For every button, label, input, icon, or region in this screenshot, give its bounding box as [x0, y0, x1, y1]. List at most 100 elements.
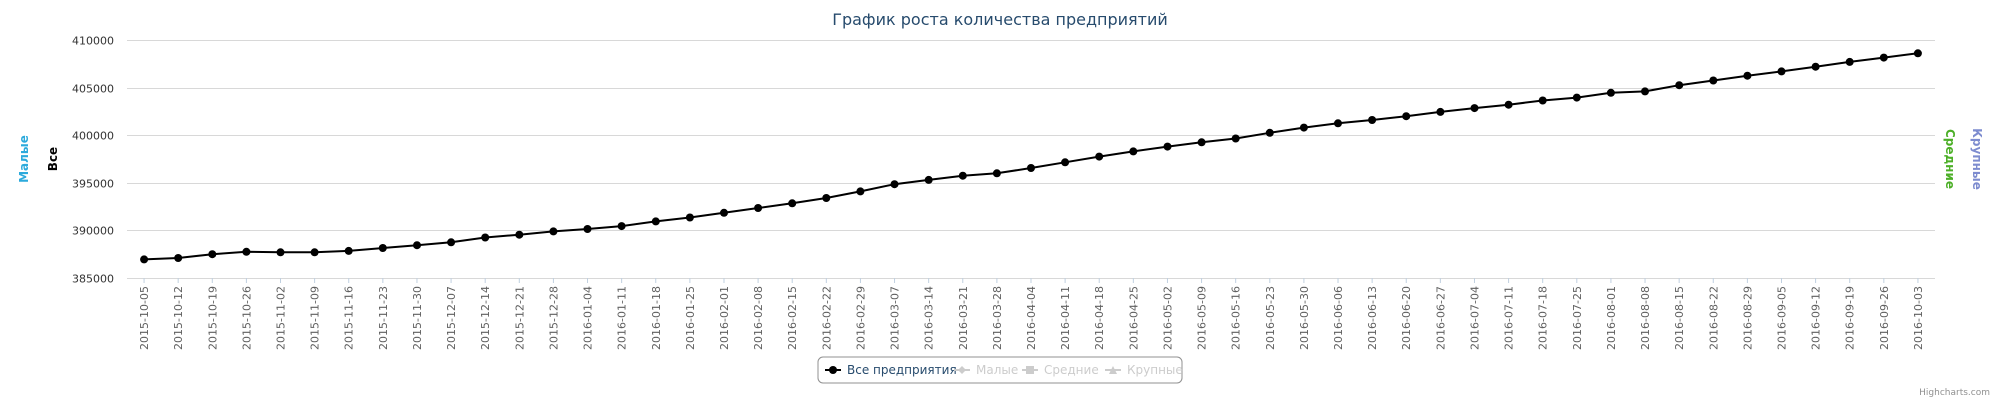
x-tick-label: 2016-01-25 [684, 286, 697, 350]
data-point [140, 255, 149, 264]
data-point [1572, 93, 1581, 102]
data-point [1675, 81, 1684, 90]
legend: Все предприятия Малые Средние Крупные [817, 356, 1183, 384]
x-tick-label: 2015-12-07 [445, 286, 458, 350]
data-point [1641, 87, 1649, 96]
data-point [1095, 152, 1104, 161]
data-point [1709, 76, 1718, 85]
data-point [413, 241, 421, 250]
x-tick-label: 2016-07-04 [1468, 286, 1481, 350]
x-tick-label: 2016-02-29 [854, 286, 867, 350]
x-tick-label: 2016-02-15 [786, 286, 799, 350]
y-axis-ticks: 385000 390000 395000 400000 405000 410000 [72, 35, 114, 286]
legend-item-malye[interactable]: Малые [954, 363, 1018, 377]
data-point [1265, 128, 1274, 137]
x-tick-label: 2016-03-21 [957, 286, 970, 350]
data-point [1061, 158, 1070, 167]
legend-item-vse-predpriyatiya[interactable]: Все предприятия [825, 363, 957, 377]
x-tick-label: 2016-09-26 [1878, 286, 1891, 350]
x-tick-label: 2016-06-20 [1400, 286, 1413, 350]
x-tick-label: 2016-05-16 [1230, 286, 1243, 350]
x-tick-label: 2016-07-25 [1571, 286, 1584, 350]
data-point [344, 246, 353, 255]
x-tick-label: 2015-10-19 [206, 286, 219, 350]
x-tick-label: 2016-03-14 [923, 286, 936, 350]
data-point [1436, 107, 1445, 116]
x-tick-label: 2016-02-01 [718, 286, 731, 350]
data-point [1913, 49, 1922, 58]
legend-item-srednie[interactable]: Средние [1022, 363, 1099, 377]
data-point [378, 244, 387, 252]
y-axis-title-srednie: Средние [1943, 129, 1957, 189]
chart-title: График роста количества предприятий [832, 10, 1168, 29]
x-tick-label: 2016-08-29 [1741, 286, 1754, 350]
y-axis-title-krupnye: Крупные [1970, 128, 1984, 190]
y-tick-label: 385000 [72, 273, 114, 286]
data-point [1811, 62, 1820, 71]
x-tick-label: 2016-03-07 [889, 286, 902, 350]
series-all [140, 49, 1922, 264]
data-point [208, 250, 217, 259]
credits-link[interactable]: Highcharts.com [1919, 388, 1990, 398]
x-tick-label: 2015-11-30 [411, 286, 424, 350]
data-point [174, 254, 183, 262]
data-point [1402, 112, 1411, 121]
legend-label: Средние [1044, 363, 1099, 377]
data-point [958, 171, 967, 180]
x-tick-label: 2016-02-08 [752, 286, 765, 350]
x-tick-label: 2016-01-11 [616, 286, 629, 350]
x-tick-label: 2016-04-11 [1059, 286, 1072, 350]
data-point [310, 248, 319, 257]
y-tick-label: 410000 [72, 35, 114, 48]
legend-label: Все предприятия [847, 363, 957, 377]
x-tick-label: 2016-01-04 [582, 286, 595, 350]
x-tick-label: 2016-04-25 [1127, 286, 1140, 350]
data-point [992, 169, 1001, 178]
x-tick-label: 2016-05-23 [1264, 286, 1277, 350]
data-point [1538, 96, 1547, 105]
x-tick-label: 2015-11-23 [377, 286, 390, 350]
legend-label: Малые [976, 363, 1018, 377]
y-tick-label: 395000 [72, 178, 114, 191]
data-point [1027, 164, 1035, 172]
x-tick-label: 2016-08-15 [1673, 286, 1686, 350]
data-point [515, 230, 524, 239]
square-marker-icon [1026, 366, 1034, 374]
y-tick-label: 390000 [72, 225, 114, 238]
y-tick-label: 400000 [72, 130, 114, 143]
data-point [1368, 116, 1377, 124]
data-point [924, 175, 933, 184]
x-tick-label: 2015-12-21 [513, 286, 526, 350]
data-point [1163, 142, 1172, 151]
grid [127, 40, 1935, 279]
series-line [144, 52, 1919, 261]
x-tick-label: 2016-03-28 [991, 286, 1004, 350]
data-point [447, 238, 456, 247]
data-point [1231, 134, 1240, 143]
x-tick-label: 2016-05-02 [1161, 286, 1174, 350]
data-point [1777, 67, 1786, 76]
x-tick-label: 2015-12-14 [479, 286, 492, 350]
x-tick-label: 2015-12-28 [547, 286, 560, 350]
x-tick-label: 2016-09-19 [1844, 286, 1857, 350]
x-tick-label: 2016-09-12 [1810, 286, 1823, 350]
y-axis-title-malye: Малые [17, 135, 31, 183]
x-tick-label: 2016-07-11 [1503, 286, 1516, 350]
x-tick-label: 2016-05-09 [1196, 286, 1209, 350]
x-tick-label: 2016-04-04 [1025, 286, 1038, 350]
x-tick-label: 2016-05-30 [1298, 286, 1311, 350]
x-tick-label: 2015-10-12 [172, 286, 185, 350]
legend-item-krupnye[interactable]: Крупные [1105, 363, 1183, 377]
data-point [754, 204, 763, 212]
x-tick-label: 2016-08-22 [1707, 286, 1720, 350]
data-point [1197, 138, 1206, 147]
legend-label: Крупные [1127, 363, 1183, 377]
data-point [720, 208, 728, 217]
data-point [685, 213, 694, 222]
x-tick-label: 2016-09-05 [1775, 286, 1788, 350]
x-tick-label: 2015-10-05 [138, 286, 151, 350]
x-tick-label: 2016-10-03 [1912, 286, 1925, 350]
triangle-marker-icon [1109, 366, 1117, 374]
data-point [1845, 57, 1854, 66]
